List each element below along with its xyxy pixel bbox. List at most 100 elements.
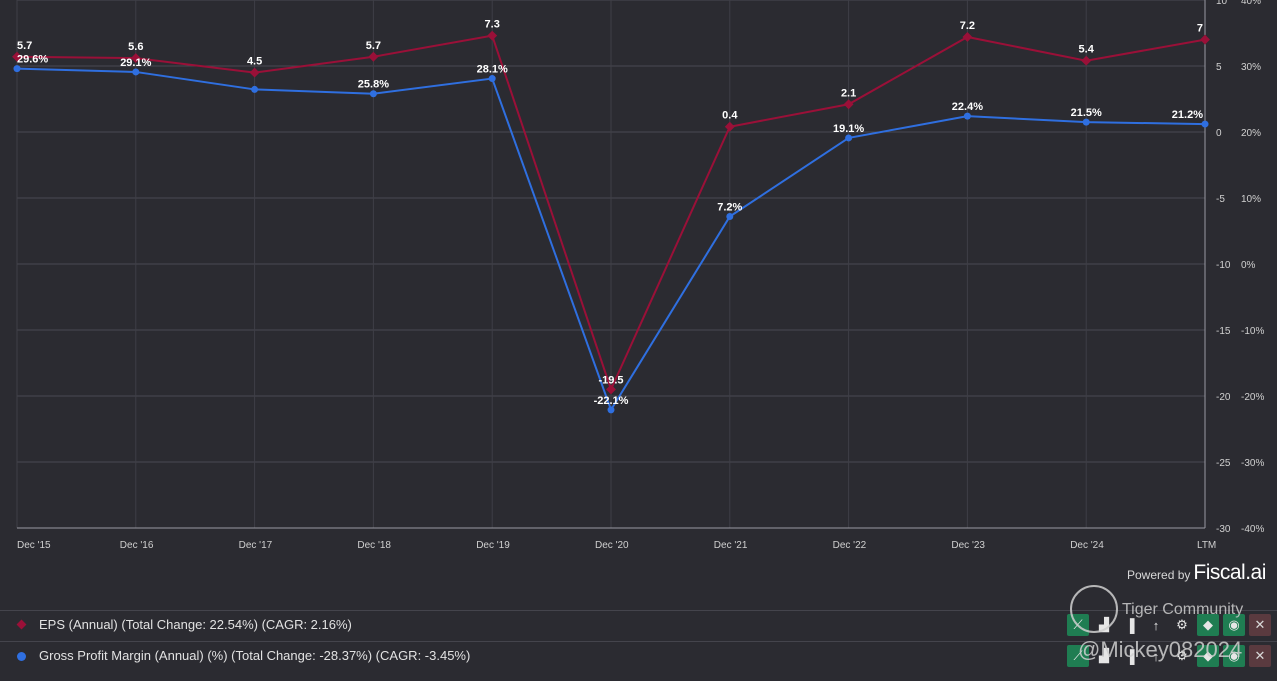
eps-point bbox=[130, 53, 141, 64]
eye-icon[interactable]: ◉ bbox=[1223, 645, 1245, 667]
gpm-point bbox=[963, 112, 971, 120]
eye-icon[interactable]: ◉ bbox=[1223, 614, 1245, 636]
eps-data-label: 2.1 bbox=[841, 87, 856, 99]
gpm-data-label: 19.1% bbox=[833, 123, 864, 135]
x-tick-label: LTM bbox=[1197, 540, 1216, 551]
gpm-point bbox=[488, 75, 496, 83]
eps-point bbox=[368, 51, 379, 62]
gpm-data-label: 28.1% bbox=[477, 64, 508, 76]
y-left-tick-label: 0 bbox=[1216, 128, 1222, 139]
eps-point bbox=[249, 67, 260, 78]
y-left-tick-label: -25 bbox=[1216, 458, 1231, 469]
eps-point bbox=[724, 121, 735, 132]
eps-point bbox=[487, 30, 498, 41]
powered-by-text: Powered by bbox=[1127, 568, 1191, 582]
watermark-line2: @Mickey082024 bbox=[1078, 637, 1243, 662]
x-tick-label: Dec '20 bbox=[595, 540, 629, 551]
tag-icon[interactable]: ◆ bbox=[1197, 614, 1219, 636]
gpm-data-label: 29.1% bbox=[120, 57, 151, 69]
x-tick-label: Dec '17 bbox=[239, 540, 273, 551]
x-tick-label: Dec '16 bbox=[120, 540, 154, 551]
gpm-point bbox=[726, 212, 734, 220]
y-axis-ticks: 10 40% 5 30% 0 20% -5 10% -10 0% -15 -10% -20 -20% -25… bbox=[1216, 0, 1264, 535]
chart-grid bbox=[16, 0, 1206, 529]
y-right-tick-label: -30% bbox=[1241, 458, 1264, 469]
eps-point bbox=[12, 51, 22, 62]
tag-icon[interactable]: ◆ bbox=[1197, 645, 1219, 667]
y-right-tick-label: 40% bbox=[1241, 0, 1261, 7]
gpm-data-label: 29.6% bbox=[17, 54, 48, 66]
y-right-tick-label: 30% bbox=[1241, 62, 1261, 73]
bars-icon[interactable]: ▐ bbox=[1125, 648, 1135, 664]
y-right-tick-label: 10% bbox=[1241, 194, 1261, 205]
close-icon[interactable]: ✕ bbox=[1249, 645, 1271, 667]
eps-data-label: 7.3 bbox=[485, 19, 500, 31]
gpm-data-label: 22.4% bbox=[952, 101, 983, 113]
gpm-toolbar: ⟋ ▟ ▐ ↑ ⚙ ◆ ◉ ✕ bbox=[1067, 645, 1271, 667]
y-left-tick-label: 10 bbox=[1216, 0, 1228, 7]
y-left-tick-label: -20 bbox=[1216, 392, 1231, 403]
powered-by: Powered by Fiscal.ai bbox=[1127, 561, 1266, 585]
chart-series bbox=[12, 30, 1210, 414]
eps-point bbox=[606, 384, 616, 395]
eps-data-label: 5.7 bbox=[17, 40, 32, 52]
gpm-data-label: -22.1% bbox=[594, 395, 629, 407]
eps-point bbox=[1200, 34, 1210, 45]
tiger-logo-icon bbox=[1070, 585, 1118, 633]
eps-data-label: 0.4 bbox=[722, 110, 738, 122]
eps-data-label: 5.7 bbox=[366, 40, 381, 52]
gpm-legend-marker bbox=[17, 652, 26, 661]
eps-point bbox=[1081, 55, 1092, 66]
legend-label-gpm: Gross Profit Margin (Annual) (%) (Total … bbox=[39, 648, 471, 663]
x-tick-label: Dec '19 bbox=[476, 540, 510, 551]
close-icon[interactable]: ✕ bbox=[1249, 614, 1271, 636]
y-right-tick-label: 0% bbox=[1241, 260, 1256, 271]
data-labels: 5.7 5.6 4.5 5.7 7.3 -19.5 0.4 2.1 7.2 5.4 7 29.6% 29… bbox=[17, 19, 1203, 407]
gpm-point bbox=[1082, 118, 1090, 126]
gear-icon[interactable]: ⚙ bbox=[1176, 648, 1188, 663]
x-tick-label: Dec '15 bbox=[17, 540, 51, 551]
bars-icon[interactable]: ▐ bbox=[1125, 617, 1135, 633]
eps-data-label: 5.4 bbox=[1079, 44, 1095, 56]
gpm-data-label: 21.2% bbox=[1172, 109, 1203, 121]
gpm-point bbox=[1201, 120, 1209, 128]
watermark-line1: Tiger Community bbox=[1122, 601, 1244, 618]
arrow-up-icon[interactable]: ↑ bbox=[1152, 617, 1160, 633]
y-right-tick-label: -40% bbox=[1241, 524, 1264, 535]
arrow-up-icon[interactable]: ↑ bbox=[1152, 648, 1160, 664]
gpm-point bbox=[13, 65, 21, 73]
gpm-data-label: 7.2% bbox=[717, 201, 742, 213]
gpm-data-label: 25.8% bbox=[358, 79, 389, 91]
eps-data-label: 7.2 bbox=[960, 20, 975, 32]
y-right-tick-label: -10% bbox=[1241, 326, 1264, 337]
brand-logo-text[interactable]: Fiscal.ai bbox=[1193, 561, 1266, 584]
gpm-point bbox=[132, 68, 140, 76]
x-tick-label: Dec '22 bbox=[833, 540, 867, 551]
gpm-point bbox=[845, 134, 853, 142]
eps-data-label: 7 bbox=[1197, 23, 1203, 35]
eps-point bbox=[843, 99, 854, 110]
eps-data-label: 4.5 bbox=[247, 56, 262, 68]
gear-icon[interactable]: ⚙ bbox=[1176, 617, 1188, 632]
gpm-data-label: 21.5% bbox=[1071, 107, 1102, 119]
eps-legend-marker bbox=[16, 619, 27, 630]
y-right-tick-label: -20% bbox=[1241, 392, 1264, 403]
x-axis-ticks: Dec '15 Dec '16 Dec '17 Dec '18 Dec '19 Dec '… bbox=[17, 540, 1216, 551]
eps-point bbox=[962, 32, 973, 42]
y-left-tick-label: -30 bbox=[1216, 524, 1231, 535]
y-left-tick-label: -10 bbox=[1216, 260, 1231, 271]
gpm-point bbox=[369, 90, 377, 98]
legend-row-eps[interactable]: EPS (Annual) (Total Change: 22.54%) (CAG… bbox=[0, 610, 1277, 641]
line-chart-icon[interactable]: ⟋ bbox=[1067, 645, 1089, 667]
gpm-point bbox=[607, 406, 615, 414]
legend-row-gpm[interactable]: Gross Profit Margin (Annual) (%) (Total … bbox=[0, 641, 1277, 672]
x-tick-label: Dec '18 bbox=[357, 540, 391, 551]
x-tick-label: Dec '21 bbox=[714, 540, 748, 551]
x-tick-label: Dec '24 bbox=[1070, 540, 1104, 551]
y-left-tick-label: 5 bbox=[1216, 62, 1222, 73]
bar-chart-icon[interactable]: ▟ bbox=[1099, 648, 1109, 663]
watermark: Tiger Community @Mickey082024 bbox=[1070, 585, 1270, 665]
y-left-tick-label: -5 bbox=[1216, 194, 1225, 205]
y-left-tick-label: -15 bbox=[1216, 326, 1231, 337]
gpm-point bbox=[251, 85, 259, 93]
